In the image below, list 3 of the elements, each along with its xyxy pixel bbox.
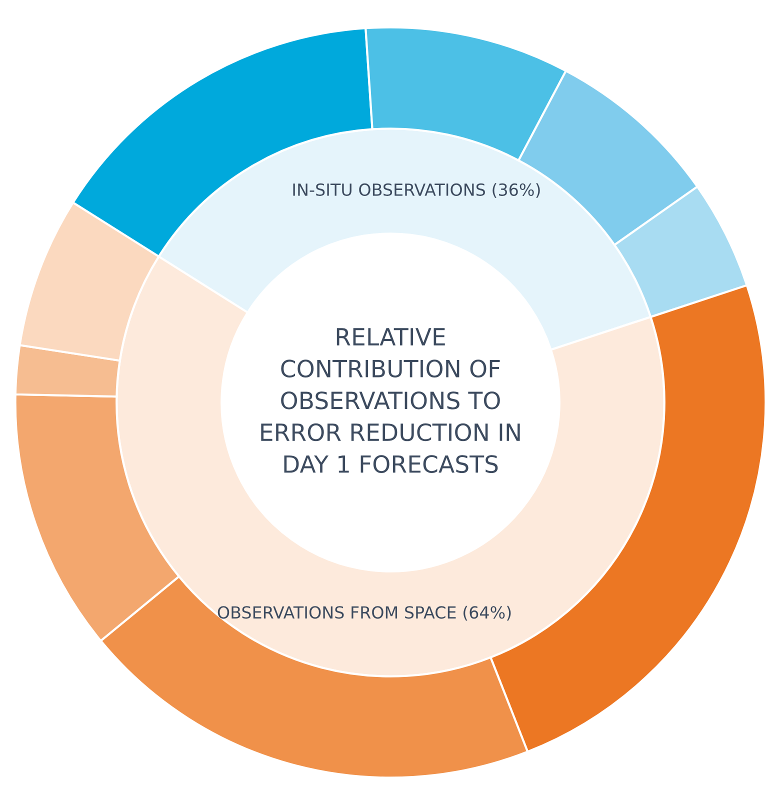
- text: IN-SITU OBSERVATIONS (36%): [293, 183, 540, 198]
- text: OBSERVATIONS FROM SPACE (64%): [218, 606, 511, 621]
- text: RELATIVE CONTRIBUTION OF OBSERVATIONS TO ERROR REDUCTION IN DAY 1 FORECASTS: [261, 328, 520, 473]
